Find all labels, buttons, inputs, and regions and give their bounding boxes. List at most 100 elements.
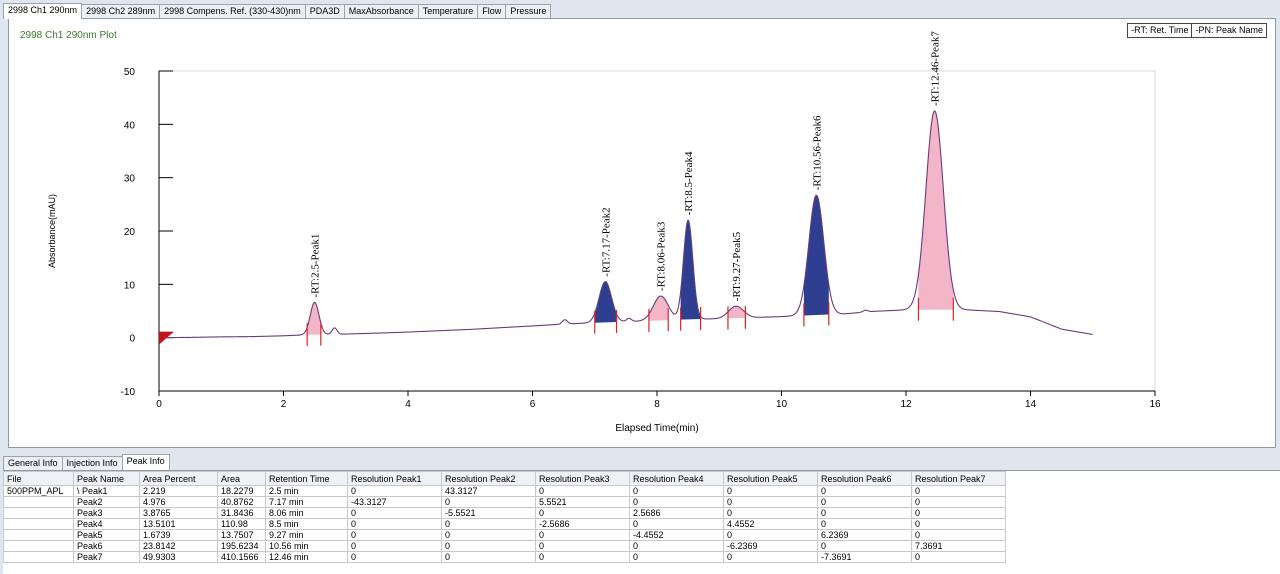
table-cell: 0 [817, 518, 912, 530]
chromatogram-trace[interactable] [158, 110, 1093, 339]
table-cell: 0 [911, 507, 1006, 519]
table-cell: 5.5521 [535, 496, 630, 508]
table-cell: 500PPM_APL [3, 485, 74, 497]
peak-fill-2[interactable] [594, 281, 617, 323]
tab-ch2-289nm[interactable]: 2998 Ch2 289nm [81, 4, 161, 18]
table-cell: 0 [441, 551, 536, 563]
column-header[interactable]: Resolution Peak1 [347, 471, 442, 486]
table-cell: 0 [535, 507, 630, 519]
table-cell [3, 507, 74, 519]
peak-label-2: -RT:7.17-Peak2 [600, 207, 612, 276]
chromatogram-area: 2998 Ch1 290nm 2998 Ch2 289nm 2998 Compe… [3, 3, 1276, 448]
column-header[interactable]: Resolution Peak6 [817, 471, 912, 486]
table-cell: 0 [535, 485, 630, 497]
table-row[interactable]: Peak3 3.8765 31.8436 8.06 min 0 -5.5521 0 2.568… [3, 507, 1006, 519]
table-cell: -4.4552 [629, 529, 724, 541]
tab-maxabsorbance[interactable]: MaxAbsorbance [343, 4, 419, 18]
column-header[interactable]: Retention Time [265, 471, 348, 486]
tab-pda3d[interactable]: PDA3D [304, 4, 345, 18]
tab-general-info[interactable]: General Info [3, 456, 63, 470]
table-cell: 0 [535, 529, 630, 541]
table-cell: 8.06 min [265, 507, 348, 519]
legend-pn: -PN: Peak Name [1191, 24, 1266, 37]
table-cell: \ Peak1 [73, 485, 140, 497]
table-cell: 0 [347, 551, 442, 563]
table-cell: 0 [535, 540, 630, 552]
column-header[interactable]: File [3, 471, 74, 486]
table-cell: Peak4 [73, 518, 140, 530]
table-cell: 0 [723, 496, 818, 508]
table-cell: 6.2369 [817, 529, 912, 541]
table-cell: 0 [817, 496, 912, 508]
column-header[interactable]: Peak Name [73, 471, 140, 486]
y-tick-label: 20 [124, 227, 136, 238]
peak-fill-5[interactable] [727, 306, 746, 319]
table-cell: -7.3691 [817, 551, 912, 563]
table-cell: 43.3127 [441, 485, 536, 497]
legend-rt: -RT: Ret. Time [1131, 25, 1189, 35]
table-cell [3, 518, 74, 530]
x-tick-label: 2 [281, 399, 287, 410]
tab-pressure[interactable]: Pressure [505, 4, 552, 18]
table-row[interactable]: Peak6 23.8142 195.6234 10.56 min 0 0 0 0 -6.2369… [3, 540, 1006, 552]
table-row[interactable]: Peak4 13.5101 110.98 8.5 min 0 0 -2.5686 0 4.455… [3, 518, 1006, 530]
table-cell [3, 540, 74, 552]
tab-flow[interactable]: Flow [477, 4, 507, 18]
tab-compens-ref[interactable]: 2998 Compens. Ref. (330-430)nm [159, 4, 306, 18]
table-cell: 12.46 min [265, 551, 348, 563]
column-header[interactable]: Resolution Peak2 [441, 471, 536, 486]
peak-fill-7[interactable] [918, 111, 954, 310]
table-row[interactable]: Peak7 49.9303 410.1566 12.46 min 0 0 0 0 0 -7.369… [3, 551, 1006, 563]
tab-peak-info[interactable]: Peak Info [121, 454, 170, 470]
x-tick-label: 4 [405, 399, 411, 410]
peak-label-1: -RT:2.5-Peak1 [310, 234, 322, 298]
column-header[interactable]: Resolution Peak3 [535, 471, 630, 486]
table-cell: -6.2369 [723, 540, 818, 552]
table-cell: 23.8142 [139, 540, 218, 552]
column-header[interactable]: Resolution Peak4 [629, 471, 724, 486]
peak-label-3: -RT:8.06-Peak3 [656, 221, 668, 291]
plot-panel[interactable]: 0 2 4 6 8 10 12 14 16 -10 0 10 20 30 40 50 Elapsed Time(… [8, 18, 1276, 448]
column-header[interactable]: Area [217, 471, 266, 486]
column-header[interactable]: Area Percent [139, 471, 218, 486]
table-cell: Peak5 [73, 529, 140, 541]
y-axis-label: Absorbance(mAU) [47, 194, 57, 268]
table-cell: 0 [629, 551, 724, 563]
peak-label-7: -RT:12.46-Peak7 [930, 31, 942, 106]
x-tick-label: 16 [1149, 399, 1161, 410]
table-cell: 0 [441, 496, 536, 508]
chromatogram-chart[interactable]: 0 2 4 6 8 10 12 14 16 -10 0 10 20 30 40 50 Elapsed Time(… [9, 19, 1275, 447]
table-cell: 13.7507 [217, 529, 266, 541]
table-cell: 49.9303 [139, 551, 218, 563]
table-cell: 0 [441, 529, 536, 541]
table-row[interactable]: 500PPM_APL \ Peak1 2.219 18.2279 2.5 min 0 43.… [3, 485, 1006, 497]
table-cell: 7.17 min [265, 496, 348, 508]
table-header-row: File Peak Name Area Percent Area Retention T… [3, 471, 1006, 486]
tab-temperature[interactable]: Temperature [417, 4, 479, 18]
peak-fill-3[interactable] [648, 296, 669, 321]
x-tick-label: 10 [776, 399, 788, 410]
table-cell: 1.6739 [139, 529, 218, 541]
tab-ch1-290nm[interactable]: 2998 Ch1 290nm [3, 3, 83, 19]
plot-title: 2998 Ch1 290nm Plot [20, 30, 117, 41]
table-row[interactable]: Peak5 1.6739 13.7507 9.27 min 0 0 0 -4.4552 0 6.2… [3, 529, 1006, 541]
table-cell: 2.219 [139, 485, 218, 497]
table-cell: 0 [817, 507, 912, 519]
y-tick-label: 40 [124, 120, 136, 131]
table-cell: 0 [347, 518, 442, 530]
table-cell: 0 [441, 540, 536, 552]
column-header[interactable]: Resolution Peak5 [723, 471, 818, 486]
column-header[interactable]: Resolution Peak7 [911, 471, 1006, 486]
table-cell: 0 [629, 485, 724, 497]
tab-injection-info[interactable]: Injection Info [61, 456, 123, 470]
table-row[interactable]: Peak2 4.976 40.8762 7.17 min -43.3127 0 5.5521… [3, 496, 1006, 508]
y-tick-label: -10 [121, 387, 136, 398]
peak-fill-6[interactable] [803, 195, 829, 316]
y-tick-label: 10 [124, 280, 136, 291]
table-cell: 0 [347, 507, 442, 519]
table-cell: 3.8765 [139, 507, 218, 519]
table-cell: 110.98 [217, 518, 266, 530]
info-tabstrip: General Info Injection Info Peak Info [3, 454, 170, 470]
x-tick-label: 12 [900, 399, 912, 410]
table-cell: -43.3127 [347, 496, 442, 508]
